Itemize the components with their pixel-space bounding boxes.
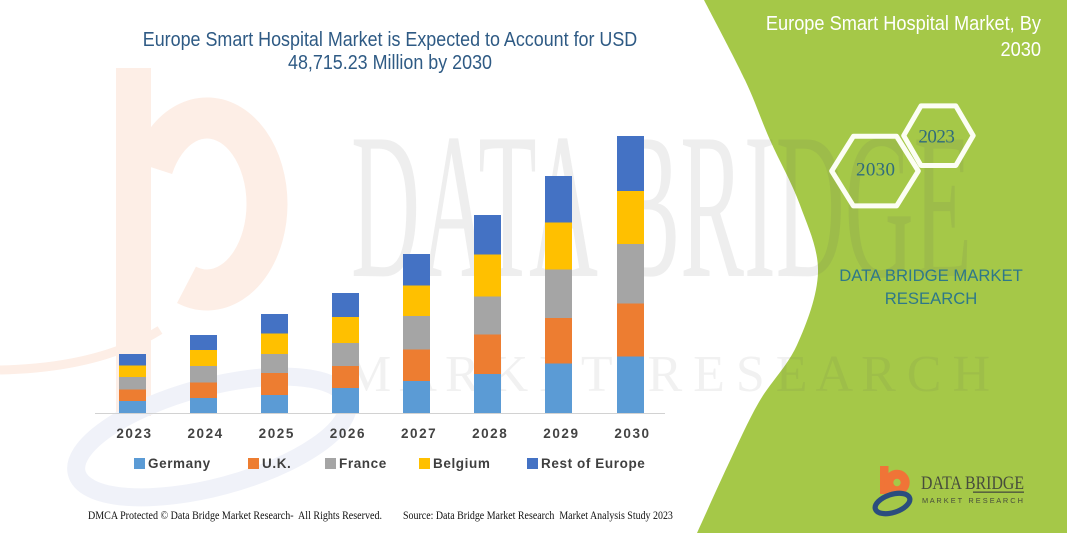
svg-text:M A R K E T R E S E A R C H: M A R K E T R E S E A R C H	[345, 346, 990, 403]
svg-text:DATA BRIDGE: DATA BRIDGE	[921, 473, 1024, 494]
svg-text:M A R K E T R E S E A R C H: M A R K E T R E S E A R C H	[922, 498, 1023, 505]
svg-text:2030: 2030	[856, 160, 895, 181]
svg-text:2023: 2023	[918, 126, 955, 147]
